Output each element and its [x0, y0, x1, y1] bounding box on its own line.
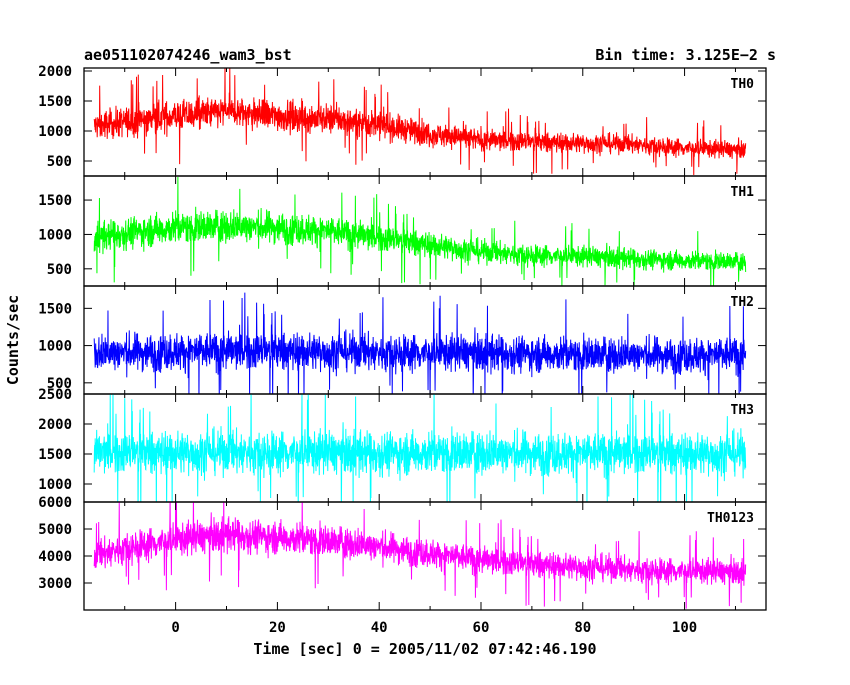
panel-frame-th0 [83, 67, 767, 177]
x-tick-label-0: 0 [171, 620, 179, 636]
y-tick-label-th0-500: 500 [47, 154, 72, 170]
y-tick-label-th3-1000: 1000 [38, 477, 72, 493]
panel-label-th0: TH0 [731, 77, 755, 92]
y-tick-label-th1-500: 500 [47, 262, 72, 278]
series-line-th0123 [93, 502, 747, 609]
y-tick-label-th0-2000: 2000 [38, 64, 72, 80]
series-line-th3 [93, 394, 747, 502]
x-tick-label-100: 100 [672, 620, 697, 636]
x-axis-label: Time [sec] 0 = 2005/11/02 07:42:46.190 [253, 640, 596, 658]
y-tick-label-th3-2500: 2500 [38, 387, 72, 403]
series-line-th1 [93, 177, 747, 286]
panel-label-th0123: TH0123 [707, 511, 754, 526]
y-tick-label-th2-1500: 1500 [38, 301, 72, 317]
chart-subtitle: Bin time: 3.125E−2 s [595, 46, 776, 64]
panels-group: 500100015002000TH050010001500TH150010001… [38, 64, 767, 611]
y-tick-label-th2-1000: 1000 [38, 339, 72, 355]
x-tick-label-40: 40 [371, 620, 388, 636]
series-line-th0 [93, 68, 747, 175]
y-tick-label-th3-2000: 2000 [38, 417, 72, 433]
y-tick-label-th0123-5000: 5000 [38, 522, 72, 538]
series-line-th2 [93, 292, 747, 394]
y-tick-label-th0123-6000: 6000 [38, 495, 72, 511]
panel-th3: 1000 1500 2000 2500 TH3 [38, 387, 767, 503]
chart-title: ae051102074246_wam3_bst [84, 46, 292, 64]
x-tick-label-20: 20 [269, 620, 286, 636]
panel-th1: 500 1000 1500 TH1 [38, 175, 767, 287]
y-tick-label-th0-1500: 1500 [38, 94, 72, 110]
x-tick-label-80: 80 [574, 620, 591, 636]
y-tick-label-th2-500: 500 [47, 376, 72, 392]
panel-label-th1: TH1 [731, 185, 755, 200]
y-tick-label-th3-1500: 1500 [38, 447, 72, 463]
y-tick-label-th0-1000: 1000 [38, 124, 72, 140]
y-tick-label-th0123-4000: 4000 [38, 549, 72, 565]
panel-th0: 500 1000 1500 2000 TH0 [38, 64, 767, 177]
x-tick-label-60: 60 [473, 620, 490, 636]
y-axis-label: Counts/sec [4, 295, 22, 385]
panel-label-th2: TH2 [731, 295, 754, 310]
y-tick-label-th1-1000: 1000 [38, 227, 72, 243]
panel-th0123: 3000 4000 5000 6000 TH0123 [38, 495, 767, 611]
panel-label-th3: TH3 [731, 403, 754, 418]
y-tick-label-th0123-3000: 3000 [38, 576, 72, 592]
y-tick-label-th1-1500: 1500 [38, 193, 72, 209]
panel-frame-th2 [83, 285, 767, 395]
panel-th2: 500 1000 1500 TH2 [38, 285, 767, 395]
